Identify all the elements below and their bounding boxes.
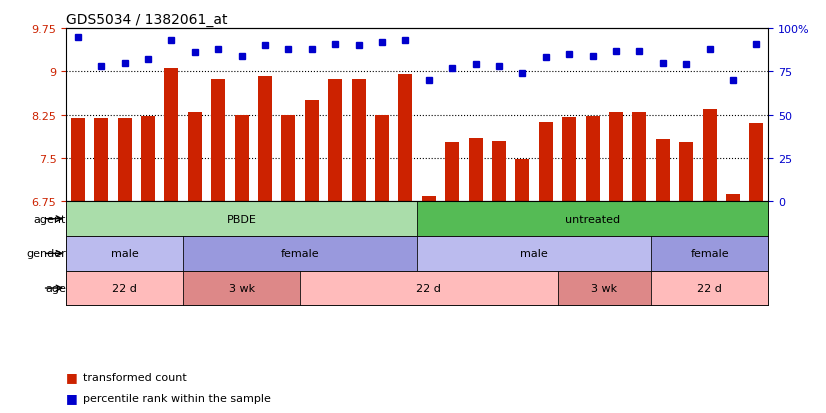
FancyBboxPatch shape bbox=[417, 202, 768, 236]
Bar bbox=[609, 112, 623, 202]
Text: transformed count: transformed count bbox=[83, 372, 187, 382]
Bar bbox=[492, 141, 506, 202]
Bar bbox=[679, 142, 693, 202]
Bar bbox=[633, 112, 647, 202]
Bar bbox=[398, 75, 412, 202]
Text: female: female bbox=[691, 249, 729, 259]
Bar bbox=[328, 80, 342, 202]
Text: untreated: untreated bbox=[565, 214, 620, 224]
Bar bbox=[164, 69, 178, 202]
Text: age: age bbox=[45, 283, 66, 293]
Bar bbox=[258, 77, 272, 202]
Bar bbox=[656, 140, 670, 202]
Bar bbox=[445, 143, 459, 202]
Text: 3 wk: 3 wk bbox=[229, 283, 254, 293]
Text: male: male bbox=[111, 249, 139, 259]
Text: PBDE: PBDE bbox=[226, 214, 257, 224]
Text: 3 wk: 3 wk bbox=[591, 283, 617, 293]
Text: 22 d: 22 d bbox=[416, 283, 441, 293]
Bar bbox=[235, 115, 249, 202]
Bar bbox=[375, 115, 389, 202]
Bar bbox=[188, 112, 202, 202]
Bar bbox=[141, 117, 155, 202]
Bar bbox=[282, 116, 296, 202]
Text: 22 d: 22 d bbox=[112, 283, 137, 293]
FancyBboxPatch shape bbox=[300, 271, 558, 306]
FancyBboxPatch shape bbox=[66, 271, 183, 306]
FancyBboxPatch shape bbox=[66, 236, 183, 271]
FancyBboxPatch shape bbox=[183, 271, 300, 306]
Text: 22 d: 22 d bbox=[697, 283, 722, 293]
Bar bbox=[563, 118, 577, 202]
Text: male: male bbox=[520, 249, 548, 259]
Bar bbox=[305, 101, 319, 202]
FancyBboxPatch shape bbox=[417, 236, 651, 271]
Bar bbox=[515, 159, 529, 202]
FancyBboxPatch shape bbox=[558, 271, 651, 306]
Text: GDS5034 / 1382061_at: GDS5034 / 1382061_at bbox=[66, 12, 228, 26]
Text: ■: ■ bbox=[66, 391, 78, 404]
Text: female: female bbox=[281, 249, 320, 259]
Text: percentile rank within the sample: percentile rank within the sample bbox=[83, 393, 270, 403]
Text: ■: ■ bbox=[66, 370, 78, 383]
Bar bbox=[703, 109, 717, 202]
Bar bbox=[539, 123, 553, 202]
Bar bbox=[468, 138, 482, 202]
Text: gender: gender bbox=[26, 249, 66, 259]
Bar bbox=[352, 80, 366, 202]
FancyBboxPatch shape bbox=[651, 236, 768, 271]
Bar bbox=[749, 124, 763, 202]
Bar bbox=[422, 196, 436, 202]
Bar bbox=[117, 119, 131, 202]
FancyBboxPatch shape bbox=[651, 271, 768, 306]
Bar bbox=[211, 80, 225, 202]
Bar bbox=[71, 119, 85, 202]
FancyBboxPatch shape bbox=[66, 202, 417, 236]
FancyBboxPatch shape bbox=[183, 236, 417, 271]
Bar bbox=[94, 118, 108, 202]
Bar bbox=[586, 117, 600, 202]
Text: agent: agent bbox=[34, 214, 66, 224]
Bar bbox=[726, 195, 740, 202]
